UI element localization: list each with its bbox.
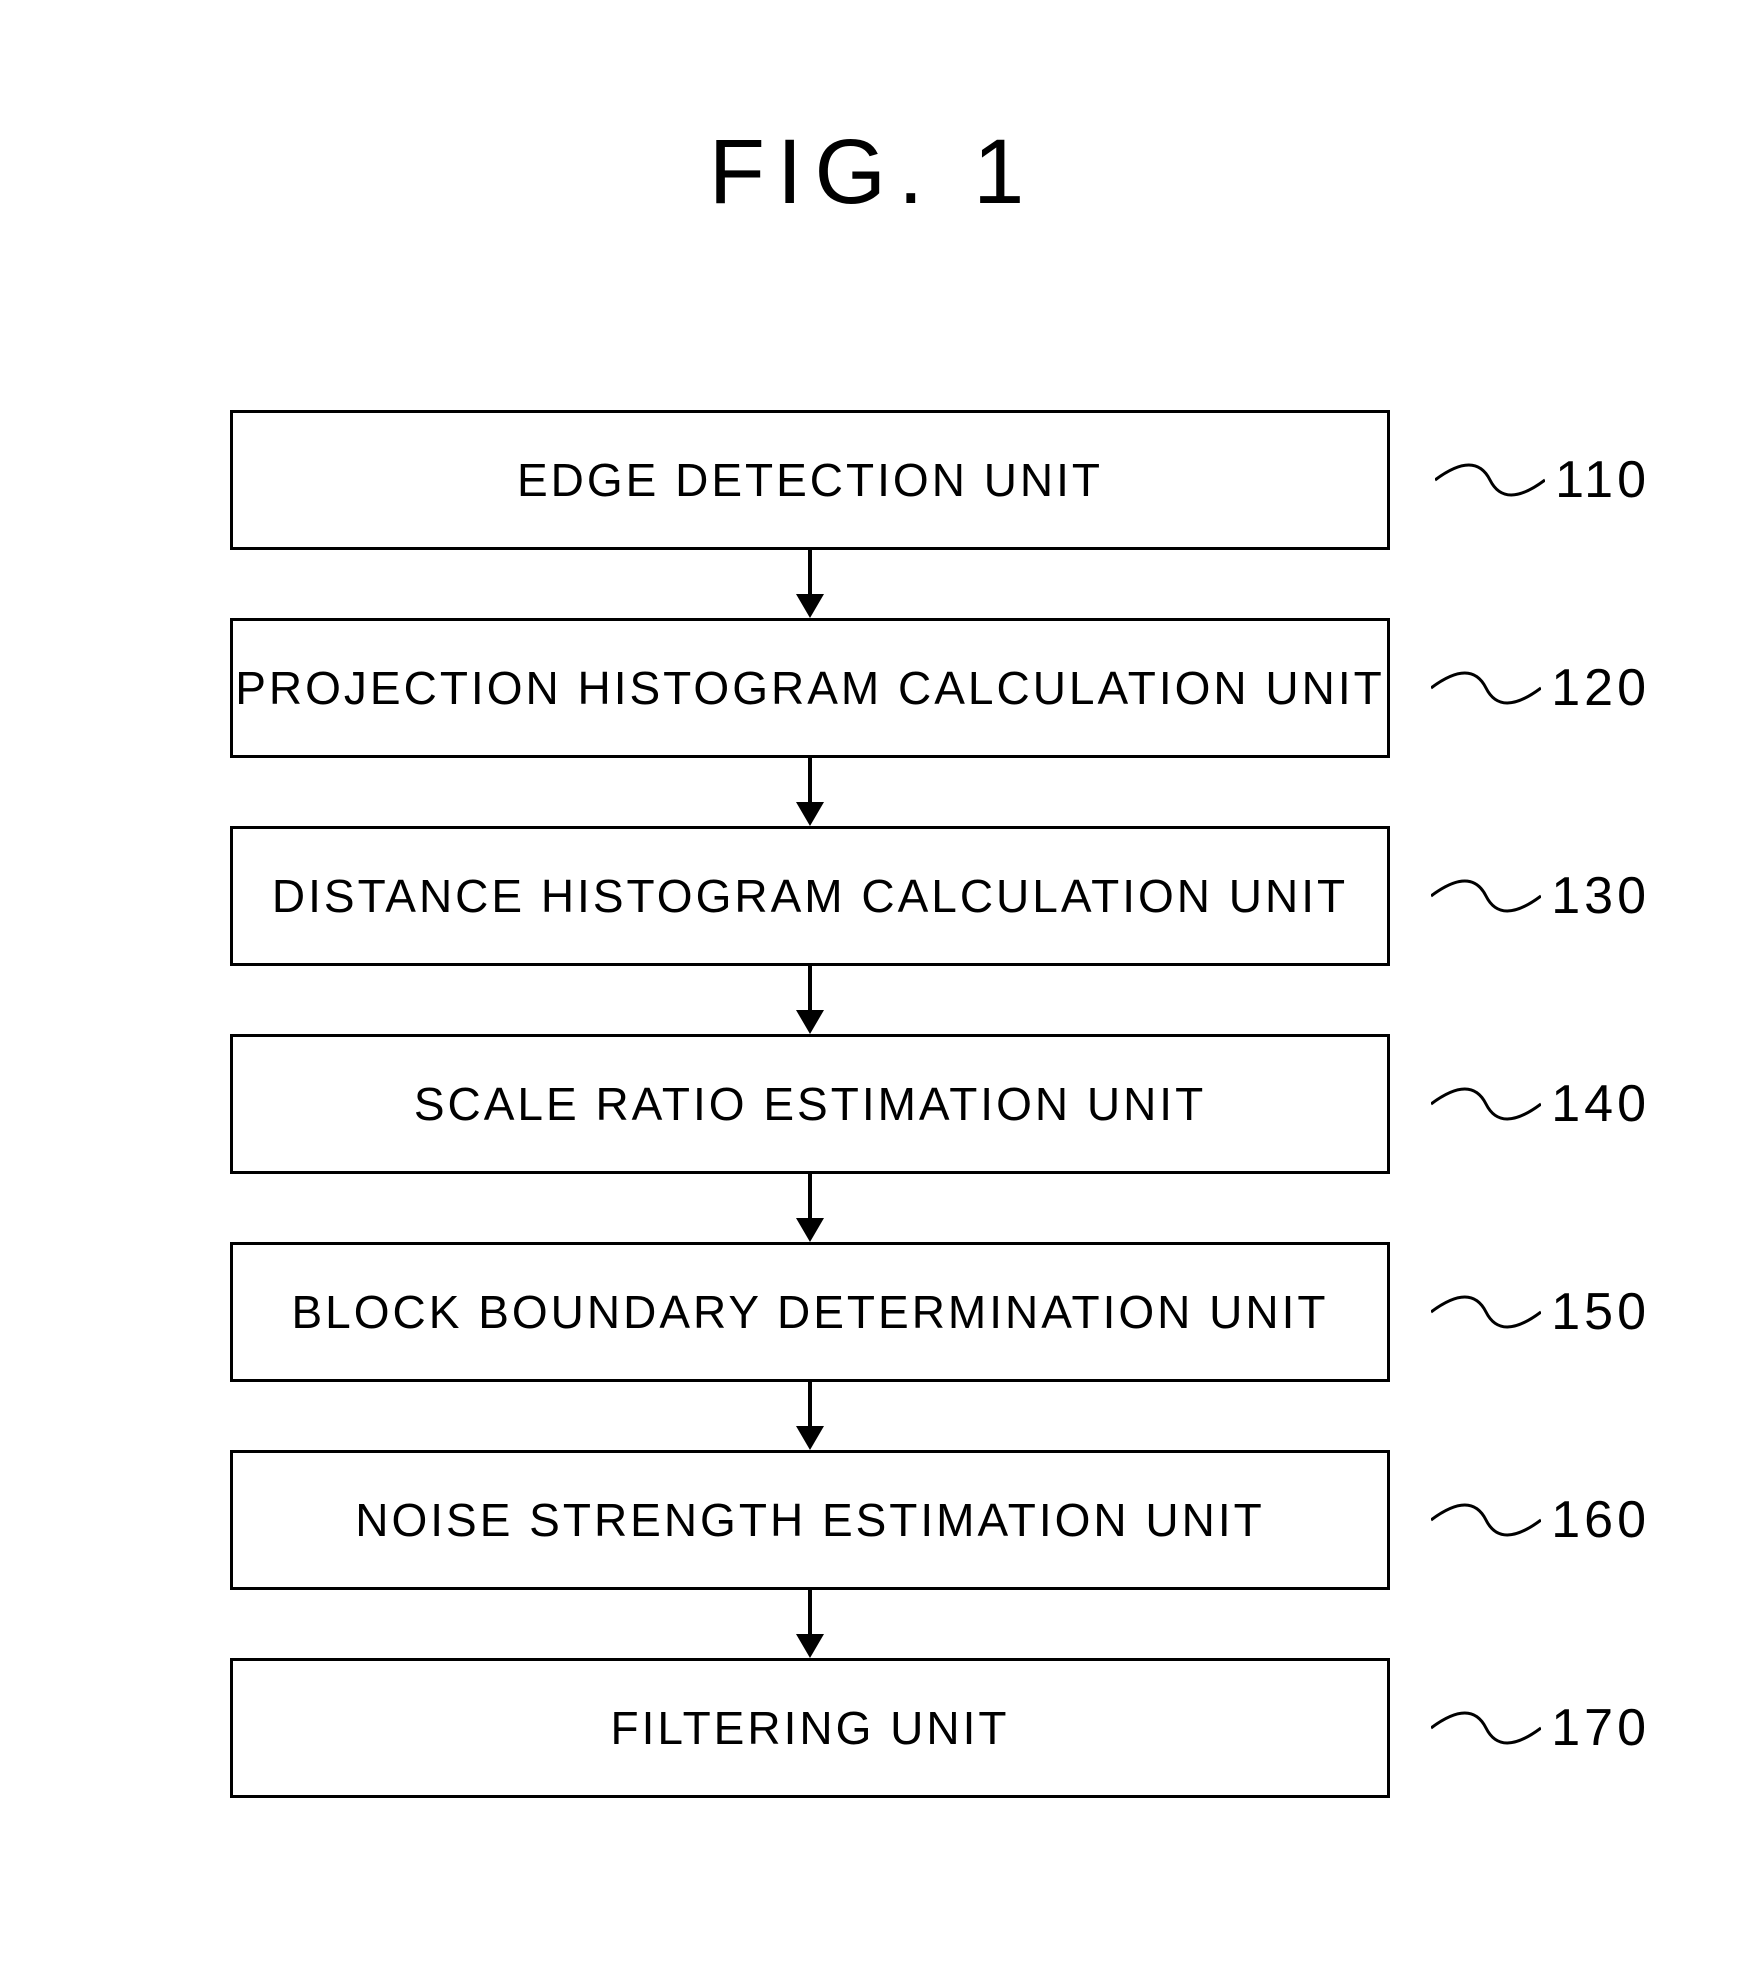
- ref-leader: 160: [1431, 1490, 1650, 1550]
- leader-curve-icon: [1435, 450, 1545, 510]
- ref-number: 110: [1555, 450, 1650, 510]
- arrow-down-icon: [230, 1590, 1390, 1658]
- box-block-boundary: BLOCK BOUNDARY DETERMINATION UNIT: [230, 1242, 1390, 1382]
- ref-number: 120: [1551, 658, 1650, 718]
- flow-node: SCALE RATIO ESTIMATION UNIT 140: [230, 1034, 1390, 1174]
- leader-curve-icon: [1431, 1074, 1541, 1134]
- leader-curve-icon: [1431, 658, 1541, 718]
- ref-number: 170: [1551, 1698, 1650, 1758]
- leader-curve-icon: [1431, 1490, 1541, 1550]
- ref-leader: 110: [1435, 450, 1650, 510]
- flow-node: NOISE STRENGTH ESTIMATION UNIT 160: [230, 1450, 1390, 1590]
- flow-node: FILTERING UNIT 170: [230, 1658, 1390, 1798]
- ref-leader: 130: [1431, 866, 1650, 926]
- arrow-down-icon: [230, 1382, 1390, 1450]
- box-edge-detection: EDGE DETECTION UNIT: [230, 410, 1390, 550]
- box-filtering: FILTERING UNIT: [230, 1658, 1390, 1798]
- flow-node: BLOCK BOUNDARY DETERMINATION UNIT 150: [230, 1242, 1390, 1382]
- ref-number: 160: [1551, 1490, 1650, 1550]
- ref-leader: 170: [1431, 1698, 1650, 1758]
- box-projection-histogram: PROJECTION HISTOGRAM CALCULATION UNIT: [230, 618, 1390, 758]
- leader-curve-icon: [1431, 866, 1541, 926]
- flow-node: EDGE DETECTION UNIT 110: [230, 410, 1390, 550]
- ref-leader: 150: [1431, 1282, 1650, 1342]
- leader-curve-icon: [1431, 1698, 1541, 1758]
- leader-curve-icon: [1431, 1282, 1541, 1342]
- flow-node: DISTANCE HISTOGRAM CALCULATION UNIT 130: [230, 826, 1390, 966]
- flow-node: PROJECTION HISTOGRAM CALCULATION UNIT 12…: [230, 618, 1390, 758]
- arrow-down-icon: [230, 1174, 1390, 1242]
- figure-page: FIG. 1 EDGE DETECTION UNIT 110 PROJECTIO…: [0, 0, 1745, 1987]
- ref-number: 130: [1551, 866, 1650, 926]
- ref-number: 150: [1551, 1282, 1650, 1342]
- ref-leader: 140: [1431, 1074, 1650, 1134]
- box-distance-histogram: DISTANCE HISTOGRAM CALCULATION UNIT: [230, 826, 1390, 966]
- ref-number: 140: [1551, 1074, 1650, 1134]
- figure-title: FIG. 1: [0, 120, 1745, 225]
- box-noise-strength: NOISE STRENGTH ESTIMATION UNIT: [230, 1450, 1390, 1590]
- arrow-down-icon: [230, 966, 1390, 1034]
- flowchart: EDGE DETECTION UNIT 110 PROJECTION HISTO…: [230, 410, 1390, 1798]
- arrow-down-icon: [230, 758, 1390, 826]
- box-scale-ratio: SCALE RATIO ESTIMATION UNIT: [230, 1034, 1390, 1174]
- arrow-down-icon: [230, 550, 1390, 618]
- ref-leader: 120: [1431, 658, 1650, 718]
